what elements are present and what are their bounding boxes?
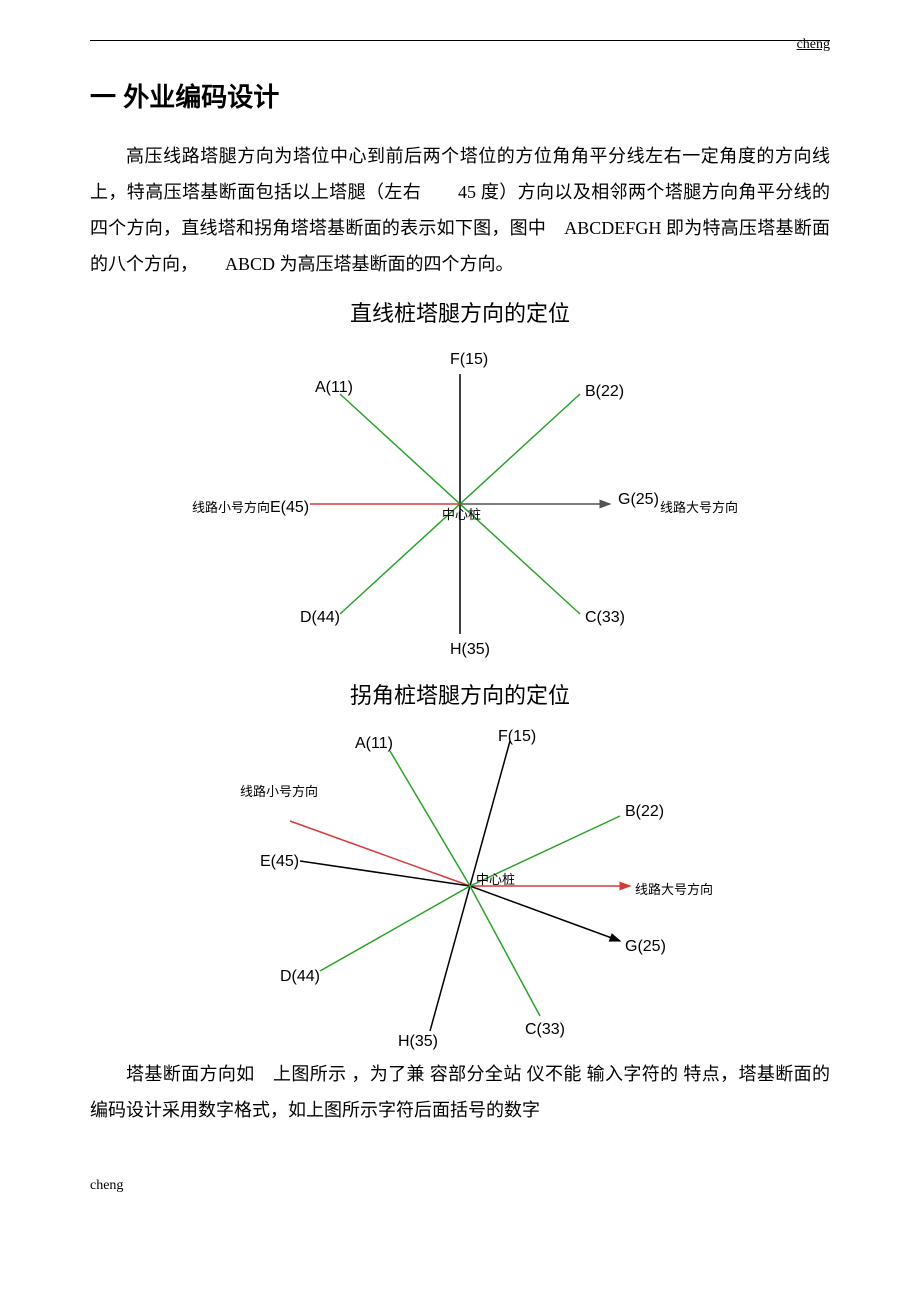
closing-paragraph: 塔基断面方向如 上图所示 ，为了兼 容部分全站 仪不能 输入字符的 特点，塔基断… bbox=[90, 1056, 830, 1128]
d1-C: C(33) bbox=[585, 609, 625, 626]
d2l-B: B(22) bbox=[625, 803, 664, 820]
d2l-E: E(45) bbox=[260, 853, 299, 870]
document-page: cheng 一 外业编码设计 高压线路塔腿方向为塔位中心到前后两个塔位的方位角角… bbox=[0, 0, 920, 1224]
d1-F: F(15) bbox=[450, 351, 488, 368]
diagram2-title: 拐角桩塔腿方向的定位 bbox=[90, 678, 830, 710]
d2-center: 中心桩 bbox=[476, 872, 515, 887]
d2-left: 线路小号方向 bbox=[240, 784, 318, 799]
d1-E: E(45) bbox=[270, 499, 309, 516]
d2-C bbox=[470, 886, 540, 1016]
d2-D bbox=[320, 886, 470, 971]
diagram1-title: 直线桩塔腿方向的定位 bbox=[90, 296, 830, 328]
d2-F bbox=[470, 741, 510, 886]
intro-paragraph: 高压线路塔腿方向为塔位中心到前后两个塔位的方位角角平分线左右一定角度的方向线上，… bbox=[90, 138, 830, 282]
d1-G: G(25) bbox=[618, 491, 659, 508]
d1-H: H(35) bbox=[450, 641, 490, 658]
d2-H bbox=[430, 886, 470, 1031]
d2-A bbox=[390, 751, 470, 886]
d1-B: B(22) bbox=[585, 383, 624, 400]
d2l-G: G(25) bbox=[625, 938, 666, 955]
d1-A: A(11) bbox=[315, 379, 353, 396]
d2-red-left bbox=[290, 821, 470, 886]
d1-right: 线路大号方向 bbox=[660, 500, 738, 515]
header-right-label: cheng bbox=[90, 37, 830, 53]
section-heading: 一 外业编码设计 bbox=[90, 77, 830, 114]
diagram2: A(11) F(15) B(22) G(25) C(33) H(35) D(44… bbox=[90, 716, 830, 1056]
d2-right: 线路大号方向 bbox=[635, 882, 713, 897]
d2-G bbox=[470, 886, 620, 941]
footer-left-label: cheng bbox=[90, 1178, 830, 1194]
d2l-H: H(35) bbox=[398, 1033, 438, 1050]
d1-left: 线路小号方向 bbox=[192, 500, 270, 515]
d2l-C: C(33) bbox=[525, 1021, 565, 1038]
d2l-F: F(15) bbox=[498, 728, 536, 745]
d1-D: D(44) bbox=[300, 609, 340, 626]
d1-center: 中心桩 bbox=[442, 507, 481, 522]
diagram1: F(15) A(11) B(22) G(25) C(33) H(35) D(44… bbox=[90, 334, 830, 664]
d2l-D: D(44) bbox=[280, 968, 320, 985]
d2l-A: A(11) bbox=[355, 735, 393, 752]
d2-E bbox=[300, 861, 470, 886]
